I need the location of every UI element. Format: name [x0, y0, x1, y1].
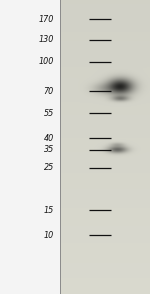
Text: 25: 25 — [44, 163, 54, 172]
Text: 170: 170 — [39, 15, 54, 24]
Text: 70: 70 — [44, 87, 54, 96]
Text: 15: 15 — [44, 206, 54, 215]
Text: 10: 10 — [44, 231, 54, 240]
Text: 40: 40 — [44, 134, 54, 143]
Text: 130: 130 — [39, 35, 54, 44]
Text: 55: 55 — [44, 109, 54, 118]
Text: 100: 100 — [39, 57, 54, 66]
Text: 35: 35 — [44, 146, 54, 154]
